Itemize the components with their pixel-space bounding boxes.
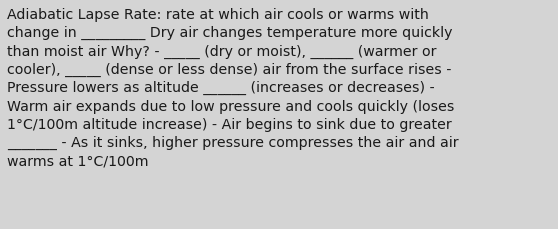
Text: Adiabatic Lapse Rate: rate at which air cools or warms with
change in _________ : Adiabatic Lapse Rate: rate at which air …: [7, 8, 458, 167]
